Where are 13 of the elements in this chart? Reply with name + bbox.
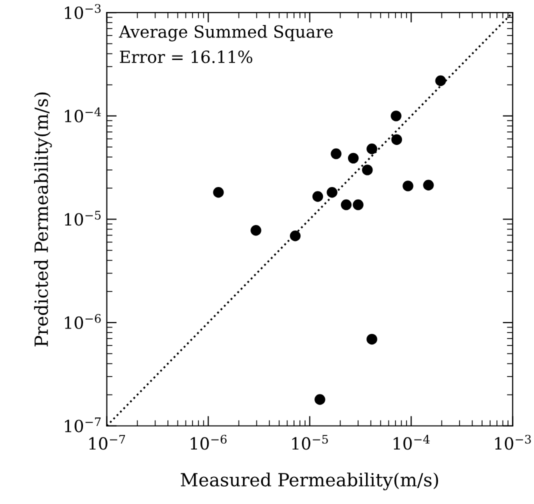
- x-tick-label: 10$^{−4}$: [394, 434, 430, 450]
- x-tick-label: 10$^{−6}$: [190, 434, 227, 450]
- annotation: Average Summed Square Error = 16.11%: [118, 25, 333, 64]
- x-tick-label: 10$^{−7}$: [89, 434, 126, 450]
- x-tick-label: 10$^{−3}$: [495, 434, 531, 450]
- y-tick-label: 10$^{−6}$: [64, 314, 101, 330]
- y-tick-label: 10$^{−5}$: [64, 210, 101, 226]
- x-tick-label: 10$^{−5}$: [292, 434, 328, 450]
- x-axis-title: Measured Permeability(m/s): [180, 472, 438, 490]
- y-tick-label: 10$^{−4}$: [64, 107, 101, 122]
- y-axis-title: Predicted Permeability(m/s): [34, 92, 52, 346]
- y-tick-label: 10$^{−3}$: [64, 4, 101, 20]
- y-tick-label: 10$^{−7}$: [64, 418, 101, 432]
